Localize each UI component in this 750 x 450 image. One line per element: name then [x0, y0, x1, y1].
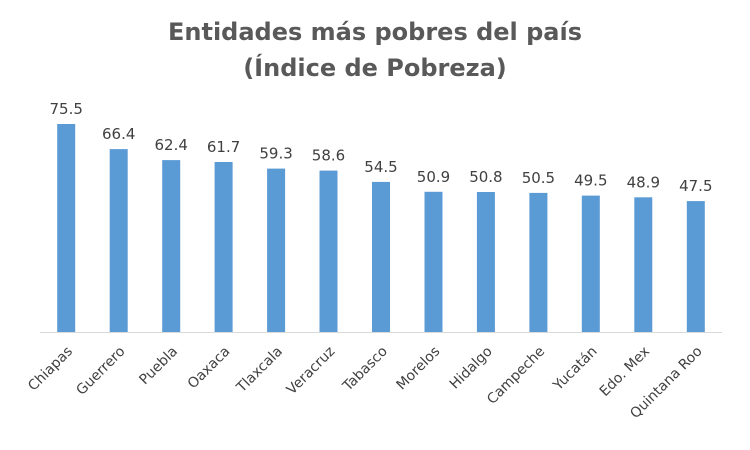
- data-label: 50.5: [522, 169, 555, 187]
- data-label: 54.5: [364, 158, 397, 176]
- data-label: 75.5: [49, 100, 82, 118]
- bar-edo-mex: [634, 197, 653, 332]
- x-tick-label: Hidalgo: [447, 344, 496, 393]
- bar-campeche: [529, 192, 548, 332]
- data-label: 48.9: [627, 173, 660, 191]
- x-tick-label: Morelos: [393, 344, 443, 394]
- x-tick-label: Puebla: [136, 344, 181, 389]
- data-label: 59.3: [259, 145, 292, 163]
- bar-veracruz: [319, 170, 338, 332]
- bar-oaxaca: [214, 162, 233, 332]
- chart-title: Entidades más pobres del país (Índice de…: [0, 14, 750, 86]
- x-tick-label: Veracruz: [284, 344, 339, 399]
- x-tick-label: Oaxaca: [185, 344, 234, 393]
- data-label: 50.9: [417, 168, 450, 186]
- bar-puebla: [162, 160, 181, 332]
- bar-chiapas: [57, 124, 76, 332]
- data-label: 50.8: [469, 168, 502, 186]
- data-label: 61.7: [207, 138, 240, 156]
- x-tick-label: Guerrero: [73, 344, 128, 399]
- chart-title-line2: (Índice de Pobreza): [243, 54, 507, 82]
- x-tick-label: Edo. Mex: [597, 344, 653, 400]
- bar-tabasco: [372, 181, 390, 332]
- x-tick-label: Tabasco: [339, 344, 391, 396]
- data-label: 66.4: [102, 125, 135, 143]
- bar-hidalgo: [476, 192, 495, 332]
- bar-guerrero: [109, 149, 128, 332]
- data-label: 58.6: [312, 147, 345, 165]
- bar-quintana-roo: [686, 201, 705, 332]
- chart-title-line1: Entidades más pobres del país: [167, 18, 583, 46]
- bar-morelos: [424, 191, 443, 332]
- data-label: 62.4: [154, 136, 187, 154]
- bar-tlaxcala: [267, 168, 286, 332]
- bar-yucat-n: [581, 195, 600, 332]
- x-tick-label: Yucatán: [550, 344, 601, 395]
- x-tick-label: Chiapas: [25, 344, 76, 395]
- x-tick-label: Tlaxcala: [233, 344, 286, 397]
- data-label: 47.5: [679, 177, 712, 195]
- data-label: 49.5: [574, 172, 607, 190]
